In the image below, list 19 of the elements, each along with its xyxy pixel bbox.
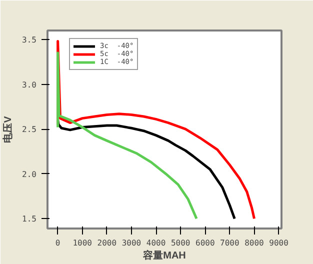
y-tick-label: 2.5 — [22, 125, 37, 134]
x-tick-label: 3000 — [122, 238, 142, 248]
x-tick-label: 0 — [55, 238, 60, 248]
line-series — [56, 52, 198, 220]
y-tick-label: 3.0 — [22, 80, 37, 90]
y-tick-label: 1.5 — [22, 214, 37, 224]
y-tick-label: 3.5 — [22, 35, 37, 44]
y-tick-label: 2.0 — [22, 170, 37, 179]
x-tick-label: 6000 — [196, 238, 215, 248]
x-tick-label: 1000 — [72, 238, 92, 248]
x-tick-label: 5000 — [170, 238, 190, 248]
y-axis-title: 电压V — [2, 116, 14, 143]
x-tick-label: 7000 — [220, 238, 240, 248]
line-series — [56, 118, 236, 220]
x-tick-label: 4000 — [146, 238, 166, 248]
x-tick-label: 8000 — [244, 238, 264, 248]
x-tick-label: 2000 — [97, 238, 117, 248]
x-tick-label: 9000 — [269, 238, 289, 248]
x-axis-title: 容量MAH — [142, 250, 186, 262]
